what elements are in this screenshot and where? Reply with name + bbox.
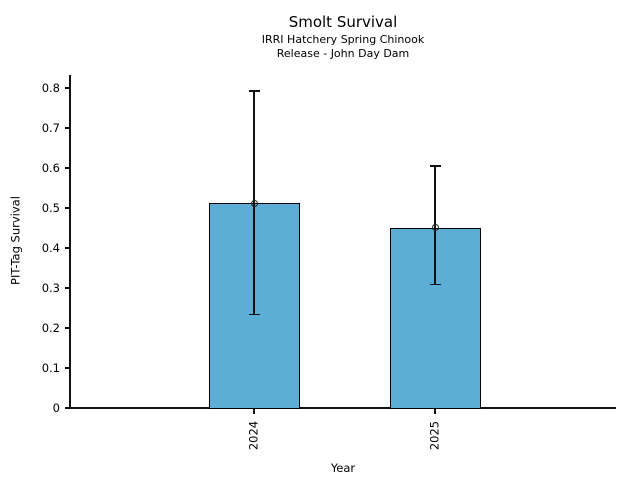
x-axis-spine <box>69 407 616 409</box>
chart-title: Smolt Survival <box>288 13 398 31</box>
y-tick-label: 0.2 <box>41 320 60 335</box>
y-tick-label: 0.3 <box>41 280 60 295</box>
y-tick-label: 0.5 <box>41 200 60 215</box>
y-tick-label: 0 <box>52 400 60 415</box>
y-tick-mark <box>64 327 70 329</box>
x-tick-mark <box>253 408 255 414</box>
y-tick-mark <box>64 407 70 409</box>
y-tick-mark <box>64 87 70 89</box>
x-axis-label: Year <box>330 461 356 475</box>
y-tick-mark <box>64 167 70 169</box>
y-tick-mark <box>64 127 70 129</box>
x-tick-mark <box>434 408 436 414</box>
error-bar-cap-bottom-2025 <box>429 283 441 286</box>
chart-subtitle-line2: Release - John Day Dam <box>276 47 410 60</box>
error-bar-cap-bottom-2024 <box>248 313 260 316</box>
error-bar-cap-top-2025 <box>429 165 441 167</box>
y-tick-label: 0.1 <box>41 360 60 375</box>
y-tick-label: 0.8 <box>41 80 60 95</box>
y-tick-label: 0.7 <box>41 120 60 135</box>
y-axis-spine <box>69 75 71 408</box>
data-point-marker-2025 <box>431 224 439 231</box>
error-bar-cap-top-2024 <box>248 90 260 92</box>
y-tick-mark <box>64 207 70 209</box>
y-tick-label: 0.4 <box>41 240 60 255</box>
y-tick-label: 0.6 <box>41 160 60 175</box>
x-tick-label: 2024 <box>246 420 261 451</box>
y-tick-mark <box>64 287 70 289</box>
x-tick-label: 2025 <box>427 420 442 451</box>
y-tick-mark <box>64 367 70 369</box>
y-tick-mark <box>64 247 70 249</box>
chart-subtitle-line1: IRRI Hatchery Spring Chinook <box>261 33 425 46</box>
data-point-marker-2024 <box>250 199 258 207</box>
